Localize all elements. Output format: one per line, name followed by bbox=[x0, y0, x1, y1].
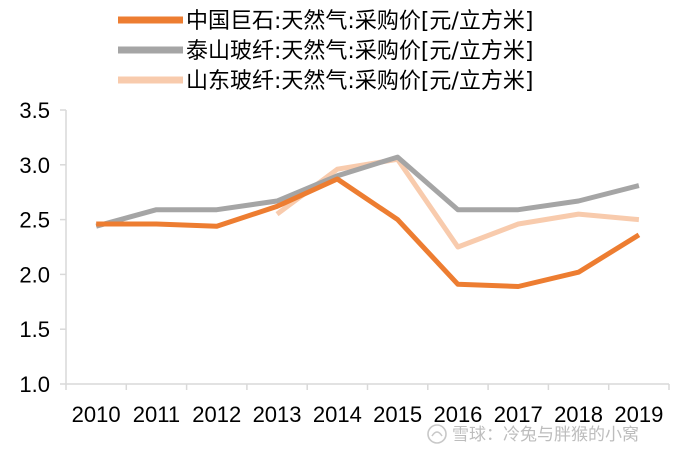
legend-label-1: 泰山玻纤:天然气:采购价[元/立方米] bbox=[186, 39, 533, 64]
x-axis-ticks: 2010 2011 2012 2013 2014 2015 2016 2017 2018 2019 bbox=[65, 384, 670, 427]
y-axis-ticks: 1.0 1.5 2.0 2.5 3.0 3.5 bbox=[19, 98, 66, 397]
series-line-1 bbox=[95, 154, 640, 229]
legend: 中国巨石:天然气:采购价[元/立方米] 泰山玻纤:天然气:采购价[元/立方米] 山东… bbox=[118, 9, 533, 94]
series-line-2 bbox=[275, 156, 640, 250]
x-tick-label: 2011 bbox=[133, 402, 180, 427]
watermark-text: 雪球：冷兔与胖猴的小窝 bbox=[452, 425, 639, 445]
x-tick-label: 2015 bbox=[373, 402, 422, 427]
x-tick-label: 2013 bbox=[253, 402, 302, 427]
x-tick-label: 2012 bbox=[192, 402, 241, 427]
watermark: 雪球：冷兔与胖猴的小窝 bbox=[427, 424, 639, 445]
snowball-logo-icon bbox=[427, 424, 447, 444]
x-tick-label: 2016 bbox=[433, 402, 482, 427]
series-line-0 bbox=[96, 176, 641, 289]
legend-label-2: 山东玻纤:天然气:采购价[元/立方米] bbox=[186, 69, 533, 94]
y-tick-label: 3.0 bbox=[19, 153, 50, 178]
x-tick-label: 2017 bbox=[494, 402, 543, 427]
axes bbox=[65, 110, 669, 385]
legend-label-0: 中国巨石:天然气:采购价[元/立方米] bbox=[186, 9, 533, 34]
x-tick-label: 2010 bbox=[72, 402, 121, 427]
x-tick-label: 2014 bbox=[313, 402, 362, 427]
y-tick-label: 3.5 bbox=[19, 98, 50, 123]
series-group bbox=[95, 154, 641, 289]
x-tick-label: 2019 bbox=[614, 402, 663, 427]
x-tick-label: 2018 bbox=[554, 402, 603, 427]
y-tick-label: 2.0 bbox=[19, 262, 50, 287]
y-tick-label: 1.5 bbox=[19, 317, 50, 342]
y-tick-label: 1.0 bbox=[19, 372, 50, 397]
y-tick-label: 2.5 bbox=[19, 208, 50, 233]
